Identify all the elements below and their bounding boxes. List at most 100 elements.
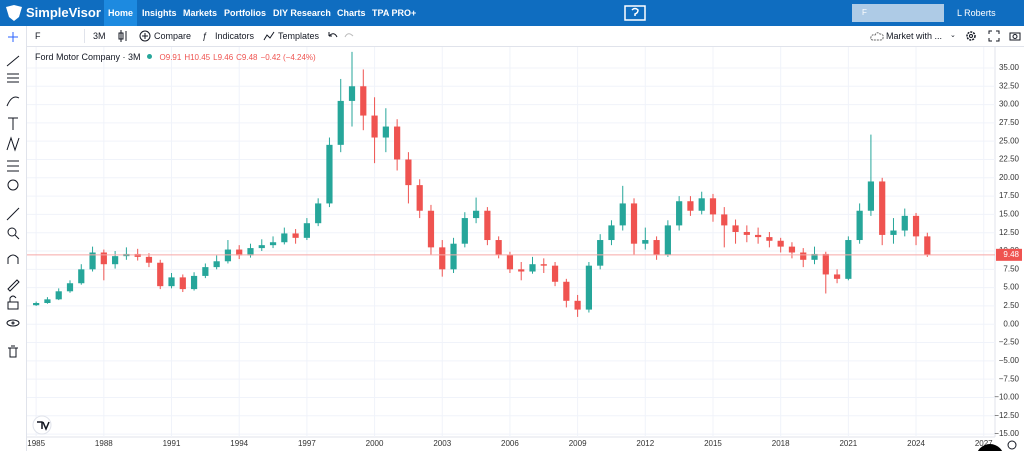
nav-item[interactable]: Insights xyxy=(142,8,177,18)
top-nav: SimpleVisor Home Insights Markets Portfo… xyxy=(0,0,1024,26)
y-tick-label: 0.00 xyxy=(1003,319,1019,328)
candle-body xyxy=(563,281,570,301)
templates-button[interactable]: Templates xyxy=(278,31,320,41)
chart-toolbar: F 3M Compare ƒ Indicators Templates Mark… xyxy=(26,26,1024,47)
chart-type-icon[interactable] xyxy=(118,29,128,43)
candle-body xyxy=(269,242,277,246)
candle-body xyxy=(315,203,322,224)
nav-item[interactable]: TPA PRO+ xyxy=(372,8,417,18)
candle-body xyxy=(44,299,51,304)
candle-body xyxy=(788,246,796,253)
candle-body xyxy=(912,215,920,237)
candle-body xyxy=(236,249,243,256)
x-tick-label: 1997 xyxy=(298,439,316,448)
status-dot xyxy=(146,54,152,59)
nav-item[interactable]: Portfolios xyxy=(224,8,266,18)
candle-body xyxy=(326,144,333,204)
layout-name[interactable]: Market with ... xyxy=(886,31,943,41)
candle-body xyxy=(247,248,254,256)
candle-body xyxy=(405,159,412,186)
y-tick-label: 7.50 xyxy=(1003,264,1019,273)
x-tick-label: 2027 xyxy=(975,439,993,448)
candle-body xyxy=(676,201,683,226)
candle-body xyxy=(258,245,265,249)
x-tick-label: 2021 xyxy=(839,439,857,448)
y-tick-label: 27.50 xyxy=(999,118,1020,127)
y-tick-label: −10.00 xyxy=(994,393,1019,402)
y-tick-label: 12.50 xyxy=(999,228,1020,237)
candle-body xyxy=(382,126,389,138)
candle-body xyxy=(551,265,559,282)
candle-body xyxy=(89,252,96,270)
candle-body xyxy=(800,252,807,260)
nav-item[interactable]: DIY Research xyxy=(273,8,331,18)
candle-body xyxy=(348,86,356,101)
separator xyxy=(84,29,85,43)
candle-body xyxy=(416,185,423,211)
candle-body xyxy=(472,210,480,219)
tool-icons[interactable] xyxy=(0,26,26,451)
legend-value: O9.91 xyxy=(159,53,182,62)
x-tick-label: 2018 xyxy=(772,439,790,448)
snapshot-icon[interactable] xyxy=(1009,30,1021,42)
y-tick-label: 32.50 xyxy=(999,81,1020,90)
candle-body xyxy=(732,225,739,232)
y-tick-label: 22.50 xyxy=(999,155,1020,164)
candle-body xyxy=(303,223,310,238)
last-price-label: 9.48 xyxy=(1003,250,1019,259)
nav-item[interactable]: Home xyxy=(104,0,138,26)
y-tick-label: 17.50 xyxy=(999,191,1020,200)
candle-body xyxy=(879,181,886,235)
candle-body xyxy=(845,240,852,279)
nav-item[interactable]: Charts xyxy=(337,8,366,18)
symbol[interactable]: F xyxy=(35,31,41,41)
candle-body xyxy=(608,225,615,241)
candle-body xyxy=(856,210,863,241)
help-icon[interactable] xyxy=(624,5,646,21)
x-tick-label: 2006 xyxy=(501,439,519,448)
y-tick-label: 35.00 xyxy=(999,63,1020,72)
last-price-box xyxy=(996,248,1022,261)
candle-body xyxy=(619,203,626,226)
candle-body xyxy=(55,291,62,300)
candle-body xyxy=(427,210,435,248)
candle-body xyxy=(190,275,198,290)
user-name[interactable]: L Roberts xyxy=(957,8,996,18)
x-tick-label: 2009 xyxy=(569,439,587,448)
layout-caret[interactable]: ⌄ xyxy=(950,32,956,39)
y-tick-label: 15.00 xyxy=(999,210,1020,219)
logo[interactable]: SimpleVisor xyxy=(26,5,101,20)
drawing-tools xyxy=(0,26,27,451)
undo-redo[interactable] xyxy=(326,30,356,42)
indicators-button[interactable]: Indicators xyxy=(215,31,255,41)
candle-body xyxy=(484,210,491,241)
y-tick-label: 20.00 xyxy=(999,173,1020,182)
candle-body xyxy=(664,225,671,255)
candle-body xyxy=(450,243,457,270)
fullscreen-icon[interactable] xyxy=(988,30,1000,42)
tv-logo-mark xyxy=(37,421,50,431)
candle-body xyxy=(518,269,525,272)
candle-body xyxy=(168,277,175,287)
candle-body xyxy=(506,254,514,270)
compare-button[interactable]: Compare xyxy=(154,31,192,41)
interval[interactable]: 3M xyxy=(93,31,106,41)
templates-icon[interactable] xyxy=(263,31,275,41)
candle-body xyxy=(585,265,593,310)
y-tick-label: 30.00 xyxy=(999,100,1020,109)
candle-body xyxy=(777,240,784,247)
legend-title: Ford Motor Company · 3M xyxy=(35,52,141,62)
logo-icon xyxy=(6,5,22,21)
compare-icon[interactable] xyxy=(139,30,151,42)
y-tick-label: 25.00 xyxy=(999,136,1020,145)
settings-icon[interactable] xyxy=(965,30,977,42)
x-tick-label: 2012 xyxy=(636,439,654,448)
candle-body xyxy=(157,262,164,287)
y-tick-label: 2.50 xyxy=(1003,301,1019,310)
x-tick-label: 1988 xyxy=(95,439,113,448)
candle-body xyxy=(439,247,446,270)
search-box[interactable]: F xyxy=(852,4,944,22)
nav-item[interactable]: Markets xyxy=(183,8,218,18)
cloud-icon xyxy=(870,32,884,41)
